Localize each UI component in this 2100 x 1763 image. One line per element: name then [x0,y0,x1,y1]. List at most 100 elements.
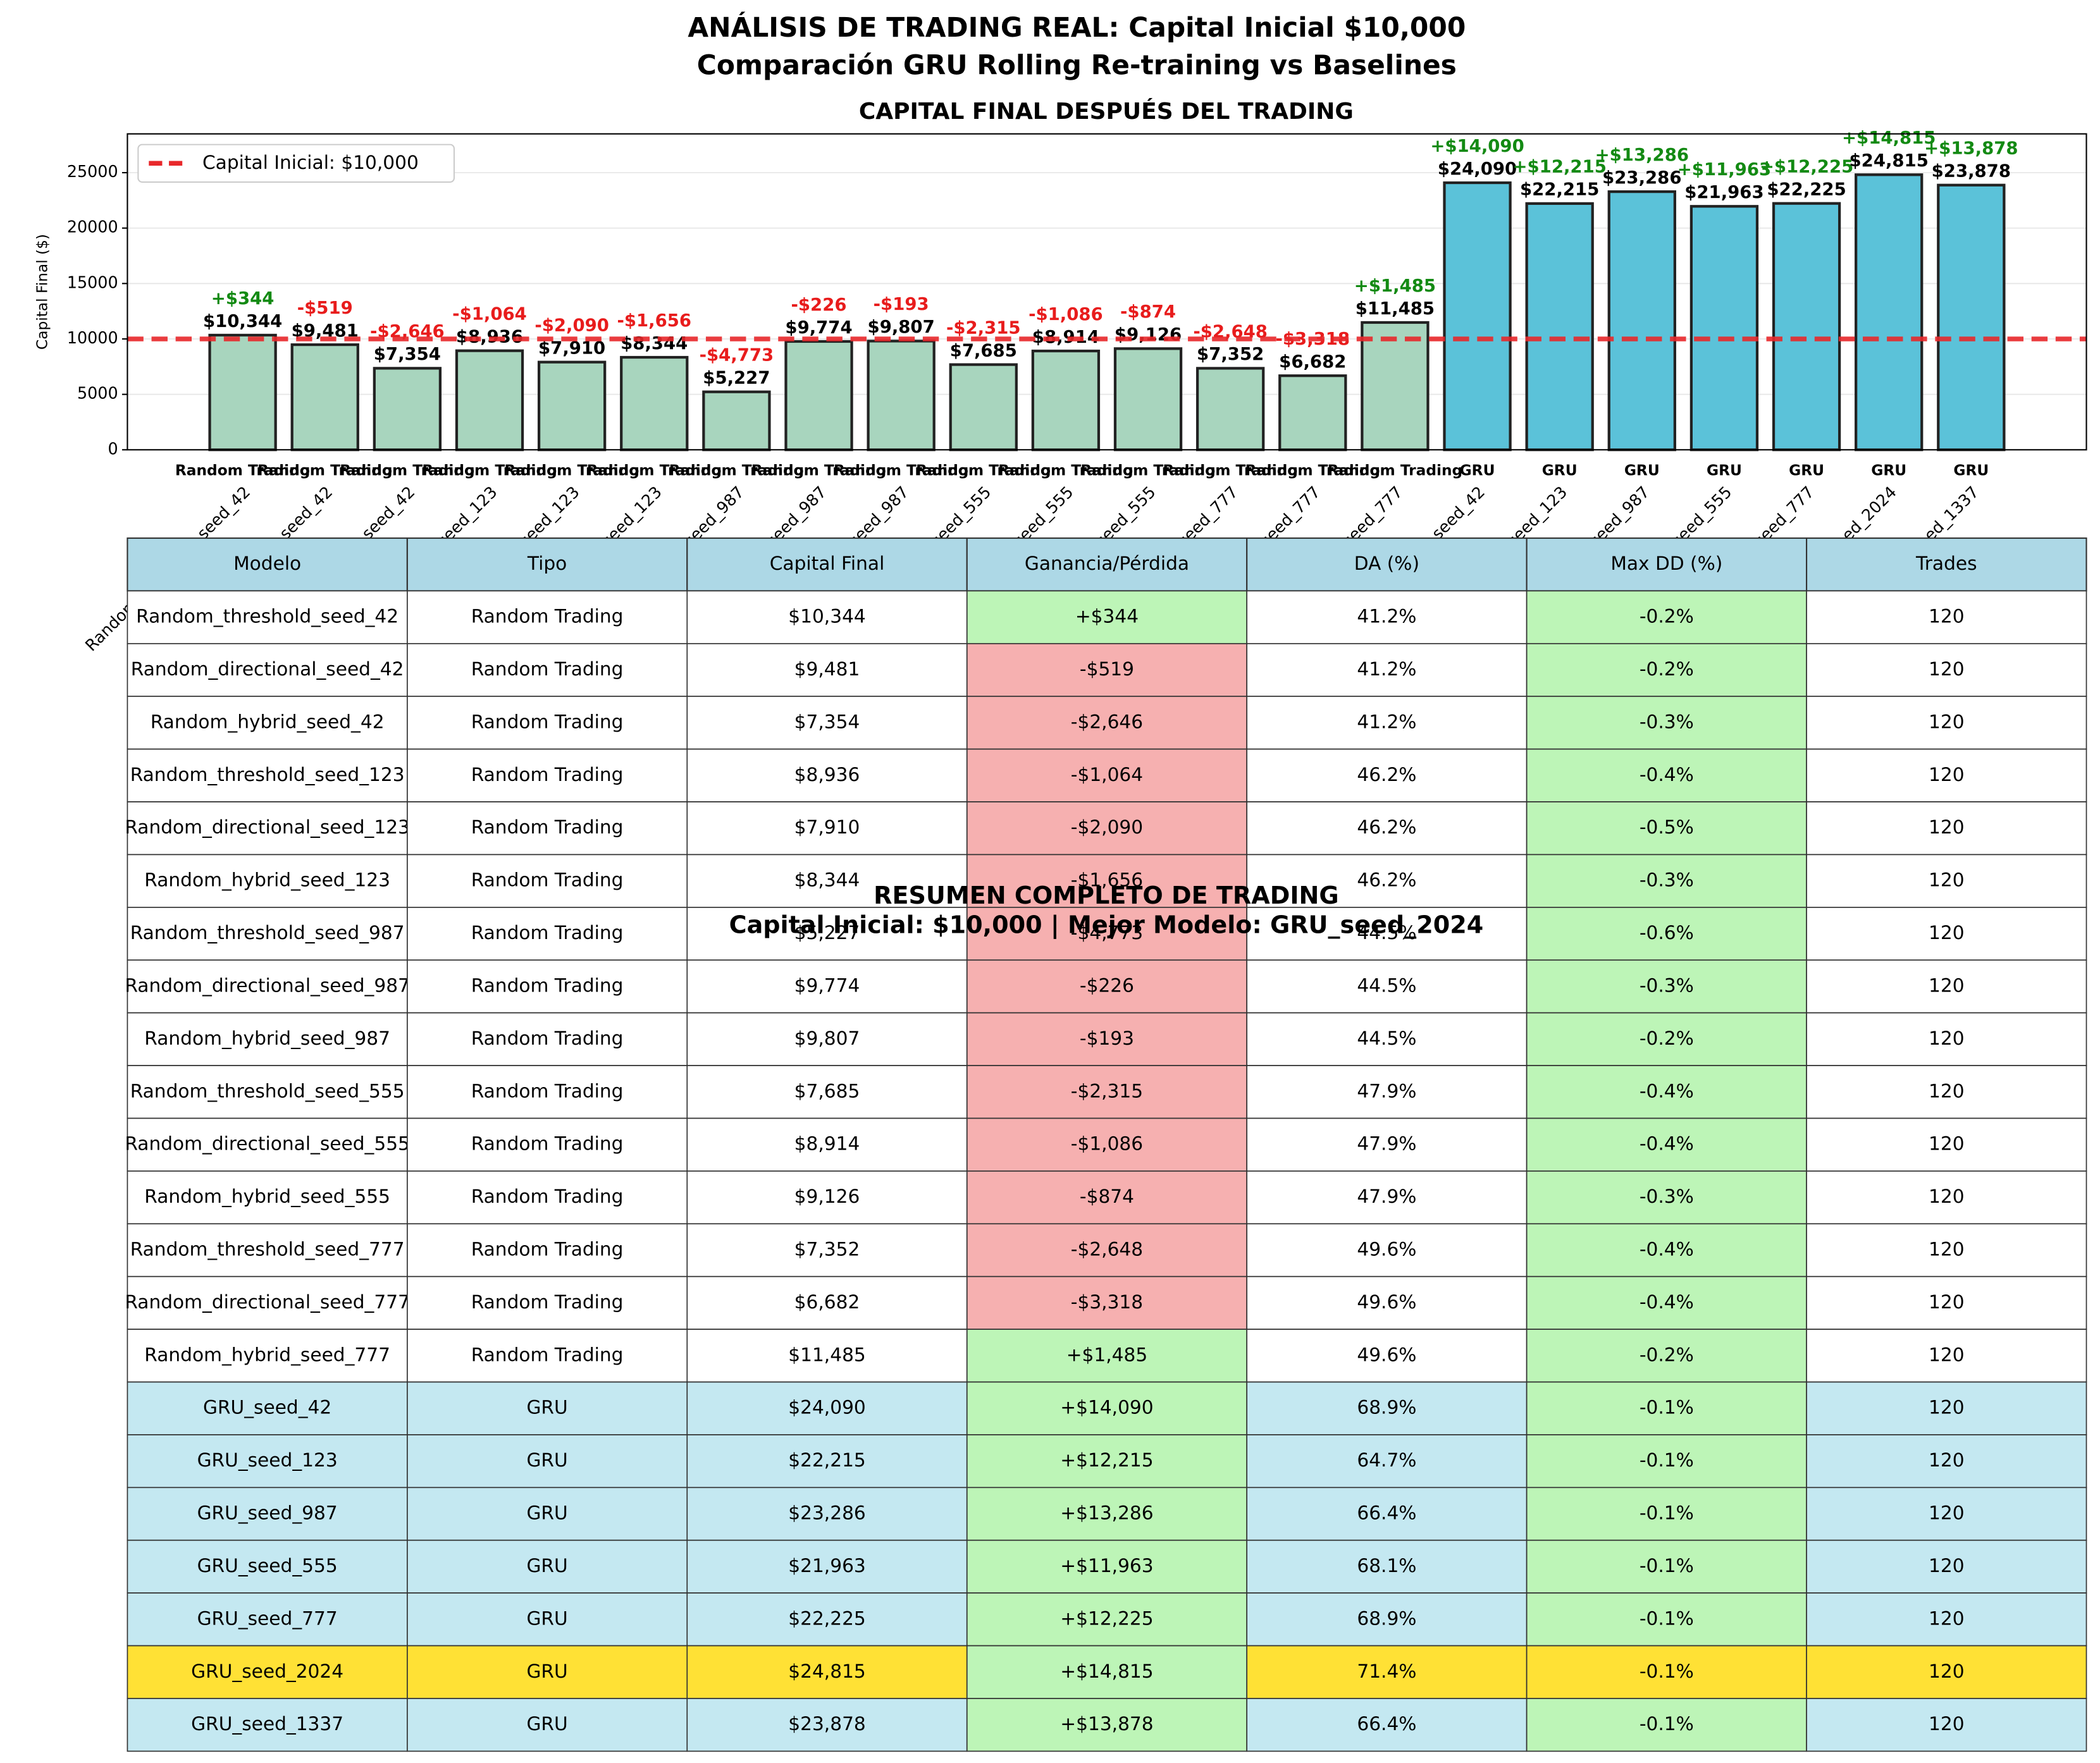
table-cell-text: 44.5% [1357,1027,1416,1049]
table-cell-text: GRU [526,1712,567,1735]
table-cell-text: 120 [1929,1396,1965,1418]
table-cell-text: +$13,286 [1060,1502,1153,1524]
table-cell-text: 46.2% [1357,763,1416,785]
table-cell-text: 120 [1929,1079,1965,1102]
table-cell [686,1381,968,1435]
table-cell-text: 120 [1929,1554,1965,1576]
bar [1525,202,1594,452]
table-cell [407,1698,688,1752]
table-cell-text: 68.1% [1357,1554,1416,1576]
table-cell-text: 120 [1929,1343,1965,1365]
table-cell-text: $24,815 [788,1660,866,1682]
y-tick-label: 10000 [67,328,118,347]
table-cell-text: $6,682 [794,1291,860,1313]
table-cell-text: 120 [1929,1133,1965,1155]
table-cell [1246,959,1528,1014]
table-cell-text: 120 [1929,1712,1965,1735]
table-cell-text: -0.6% [1640,921,1694,943]
gain-label: +$344 [211,288,275,309]
table-cell-text: -0.3% [1640,869,1694,891]
table-cell-text: GRU_seed_987 [197,1502,338,1524]
table-cell [966,1539,1248,1594]
gain-label: -$2,315 [946,317,1021,338]
value-label: $24,090 [1438,159,1517,179]
table-cell [1526,1434,1807,1489]
table-cell-text: -0.1% [1640,1712,1694,1735]
bar [455,349,524,452]
table-cell-text: $7,354 [794,710,860,732]
table-cell [1806,1434,2087,1489]
table-cell-text: $11,485 [788,1343,866,1365]
gain-label: +$13,878 [1924,138,2018,159]
value-label: $7,354 [374,344,441,364]
table-cell-text: Random_hybrid_seed_123 [144,869,390,891]
table-cell [127,748,408,802]
x-tick-type: Random Trading [916,462,1051,479]
table-cell [686,1170,968,1225]
x-tick-type: Random Trading [1328,462,1463,479]
value-label: $9,807 [868,317,935,337]
value-label: $23,286 [1602,168,1681,188]
table-cell-text: $8,344 [794,869,860,891]
table-header-cell [406,537,688,592]
table-cell-text: -$3,318 [1071,1291,1143,1313]
table-header-cell [966,537,1248,592]
table-cell-text: 120 [1929,1660,1965,1682]
value-label: $22,225 [1767,180,1846,200]
table-cell-text: $7,685 [794,1079,860,1102]
gain-label: -$226 [791,295,847,315]
table-cell [127,854,408,908]
legend-label: Capital Inicial: $10,000 [202,151,419,173]
x-tick-type: GRU [1953,462,1989,479]
bar [1937,183,2006,452]
value-label: $7,685 [950,340,1017,360]
table-cell [1246,1012,1528,1066]
table-cell-text: $10,344 [788,605,866,627]
bar [784,340,853,452]
table-cell-text: -0.1% [1640,1396,1694,1418]
table-cell [407,1592,688,1647]
table-cell [1526,959,1807,1014]
table-cell-text: Random Trading [471,710,624,732]
table-cell-text: 66.4% [1357,1502,1416,1524]
table-cell [1526,696,1807,750]
table-cell-text: 44.5% [1357,974,1416,996]
table-header-text: DA (%) [1354,552,1419,574]
table-cell-text: -0.3% [1640,974,1694,996]
table-cell-text: 46.2% [1357,816,1416,838]
table-cell-text: +$13,878 [1060,1712,1153,1735]
table-cell-text: 120 [1929,869,1965,891]
table-cell-text: 64.7% [1357,1449,1416,1471]
table-cell [1526,1539,1807,1594]
table-cell [966,1065,1248,1119]
table-cell-text: Random_hybrid_seed_777 [144,1343,390,1365]
table-cell [686,854,968,908]
table-cell [1246,1434,1528,1489]
table-cell-text: -$2,090 [1071,816,1143,838]
x-tick-type: Random Trading [834,462,969,479]
table-cell-text: -$519 [1080,658,1134,680]
gain-label: -$2,648 [1193,321,1268,341]
table-cell [966,642,1248,697]
value-label: $9,126 [1115,324,1182,345]
bar [1195,367,1265,452]
table-cell-text: -0.1% [1640,1607,1694,1629]
table-cell [407,1434,688,1489]
table-cell-text: +$11,963 [1060,1554,1153,1576]
table-header-text: Trades [1915,552,1977,574]
table-cell-text: 68.9% [1357,1396,1416,1418]
table-cell [127,642,408,697]
x-tick-type: Random Trading [340,462,475,479]
table-cell [1806,1065,2087,1119]
table-header-text: Max DD (%) [1610,552,1722,574]
table-cell [1526,1117,1807,1172]
table-cell [966,1170,1248,1225]
table-cell [1526,907,1807,961]
figure-subtitle: Comparación GRU Rolling Re-training vs B… [697,49,1457,80]
table-cell [686,907,968,961]
table-cell-text: -0.5% [1640,816,1694,838]
bar [1361,321,1430,452]
table-cell-text: -0.3% [1640,1185,1694,1207]
table-cell-text: 66.4% [1357,1712,1416,1735]
table-header-cell [686,537,968,592]
